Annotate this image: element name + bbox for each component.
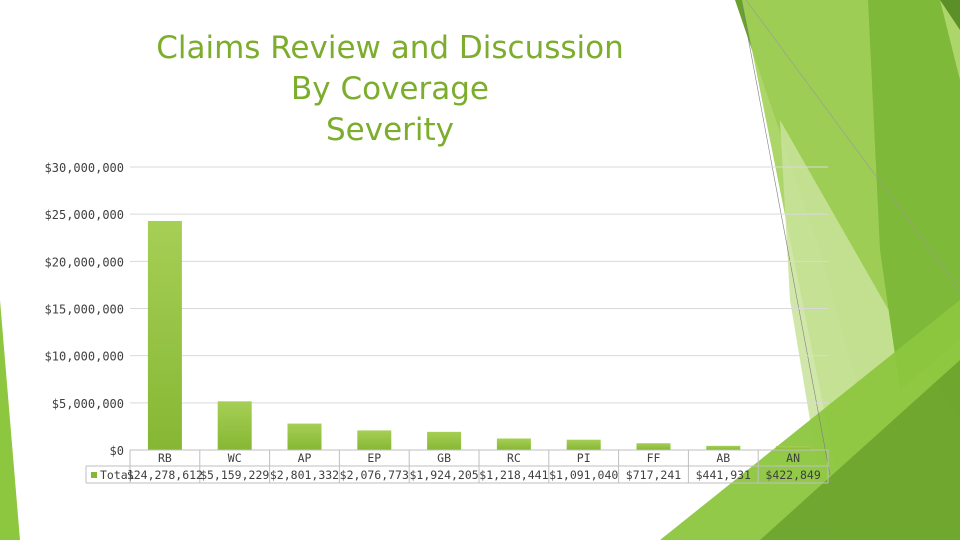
x-tick-label: RB	[158, 451, 172, 465]
x-tick-label: PI	[577, 451, 591, 465]
title-line-3: Severity	[325, 112, 455, 148]
data-label: $2,076,773	[340, 468, 409, 482]
x-tick-label: AB	[716, 451, 730, 465]
x-tick-label: EP	[367, 451, 381, 465]
y-tick-label: $30,000,000	[45, 161, 124, 175]
x-tick-label: AN	[786, 451, 800, 465]
left-deco-triangle	[0, 300, 20, 540]
data-label: $2,801,332	[270, 468, 339, 482]
bar-gb	[427, 431, 462, 450]
y-tick-label: $25,000,000	[45, 208, 124, 222]
bar-ap	[287, 423, 322, 450]
data-label: $1,924,205	[409, 468, 478, 482]
deco-shape-top-right	[940, 0, 960, 30]
bar-ab	[706, 445, 741, 450]
data-label: $24,278,612	[127, 468, 203, 482]
title-line-2: By Coverage	[291, 71, 489, 107]
y-tick-label: $20,000,000	[45, 255, 124, 269]
y-tick-label: $5,000,000	[52, 397, 124, 411]
deco-thin-line-1	[740, 0, 831, 476]
bar-rb	[147, 220, 182, 450]
data-label: $1,091,040	[549, 468, 618, 482]
x-tick-label: AP	[298, 451, 312, 465]
deco-shape-mid	[868, 0, 960, 390]
x-tick-label: WC	[228, 451, 242, 465]
bar-pi	[566, 439, 601, 450]
legend-label: Total	[100, 468, 135, 482]
data-label: $717,241	[626, 468, 681, 482]
slide-title: Claims Review and Discussion By Coverage…	[140, 28, 640, 151]
y-tick-label: $10,000,000	[45, 350, 124, 364]
x-tick-label: GB	[437, 451, 451, 465]
x-tick-label: RC	[507, 451, 521, 465]
bar-ff	[636, 443, 671, 450]
data-label: $5,159,229	[200, 468, 269, 482]
legend-swatch	[91, 472, 97, 478]
data-label: $422,849	[765, 468, 820, 482]
title-line-1: Claims Review and Discussion	[156, 30, 624, 66]
bar-rc	[496, 438, 531, 450]
bar-wc	[217, 401, 252, 450]
bar-ep	[357, 430, 392, 450]
data-label: $441,931	[696, 468, 751, 482]
x-tick-label: FF	[647, 451, 661, 465]
bar-an	[776, 446, 811, 450]
deco-shape-lower-dark	[760, 360, 960, 540]
y-tick-label: $15,000,000	[45, 303, 124, 317]
deco-thin-line-2	[745, 0, 960, 291]
data-label: $1,218,441	[479, 468, 548, 482]
y-tick-label: $0	[110, 444, 124, 458]
